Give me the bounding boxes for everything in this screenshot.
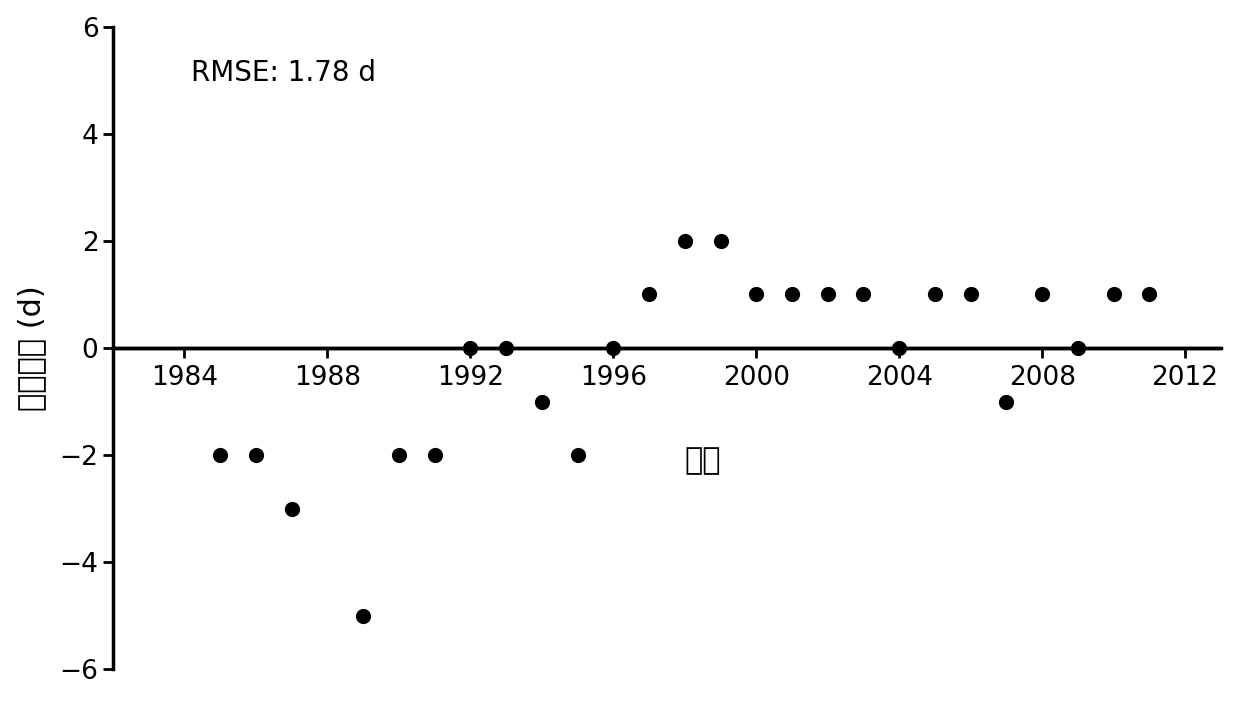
Point (1032, 289, 1052, 300)
Point (1140, 289, 1159, 300)
Point (211, 449, 231, 461)
Point (711, 235, 730, 246)
Y-axis label: 模拟误差 (d): 模拟误差 (d) (16, 285, 46, 411)
Point (281, 503, 301, 515)
Point (246, 449, 265, 461)
Point (889, 343, 909, 354)
Point (389, 449, 409, 461)
Point (425, 449, 445, 461)
Point (675, 235, 694, 246)
Point (532, 396, 552, 407)
Point (1104, 289, 1123, 300)
Point (460, 343, 480, 354)
Point (353, 610, 373, 621)
Point (961, 289, 981, 300)
Point (604, 343, 624, 354)
Point (782, 289, 802, 300)
Point (997, 396, 1017, 407)
Text: 年份: 年份 (684, 446, 722, 475)
Point (639, 289, 658, 300)
Point (818, 289, 838, 300)
Point (496, 343, 516, 354)
Point (925, 289, 945, 300)
Point (746, 289, 766, 300)
Point (568, 449, 588, 461)
Point (1068, 343, 1087, 354)
Point (853, 289, 873, 300)
Text: RMSE: 1.78 d: RMSE: 1.78 d (191, 59, 376, 87)
